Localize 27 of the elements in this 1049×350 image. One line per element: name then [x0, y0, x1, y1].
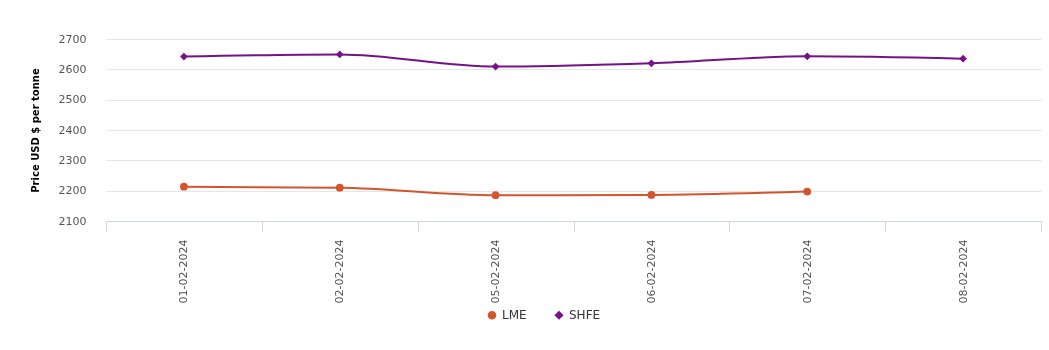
point	[180, 182, 188, 191]
y-tick-label: 2600	[58, 62, 87, 76]
x-tick-label: 06-02-2024	[644, 239, 658, 304]
y-tick-label: 2700	[58, 32, 87, 46]
y-tick-label: 2400	[58, 123, 87, 137]
y-tick-label: 2200	[58, 184, 87, 198]
y-axis-title: Price USD $ per tonne	[29, 68, 41, 193]
x-tick-label: 08-02-2024	[956, 239, 970, 304]
point	[180, 52, 188, 61]
x-tick-label: 07-02-2024	[800, 239, 814, 304]
y-tick-label: 2300	[58, 153, 87, 167]
x-tick-label: 01-02-2024	[177, 239, 191, 304]
point	[491, 191, 500, 200]
point	[803, 187, 812, 196]
x-tick-label: 02-02-2024	[333, 239, 347, 304]
point	[959, 54, 967, 63]
point	[335, 183, 344, 192]
legend-label: LME	[502, 308, 527, 323]
point	[803, 52, 812, 61]
point	[647, 59, 656, 68]
x-tick-label: 05-02-2024	[489, 239, 503, 304]
y-tick-label: 2500	[58, 93, 87, 107]
y-tick-label: 2100	[58, 214, 87, 228]
legend-label: SHFE	[569, 308, 601, 323]
point	[491, 62, 500, 71]
point	[335, 50, 344, 59]
point	[647, 191, 656, 199]
